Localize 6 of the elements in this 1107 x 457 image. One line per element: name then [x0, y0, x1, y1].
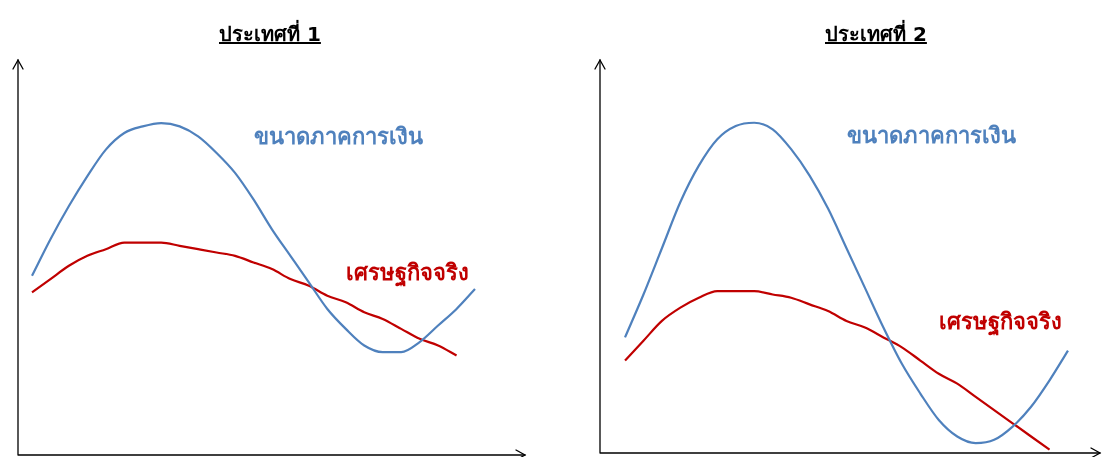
series-label: ขนาดภาคการเงิน	[253, 123, 423, 149]
chart-title: ประเทศที่ 2	[825, 19, 927, 48]
series-label: เศรษฐกิจจริง	[938, 308, 1062, 336]
text: ขนาดภาคการเงิน	[846, 123, 1016, 149]
chart-title: ประเทศที่ 1	[219, 19, 321, 48]
series-label: เศรษฐกิจจริง	[345, 260, 469, 288]
